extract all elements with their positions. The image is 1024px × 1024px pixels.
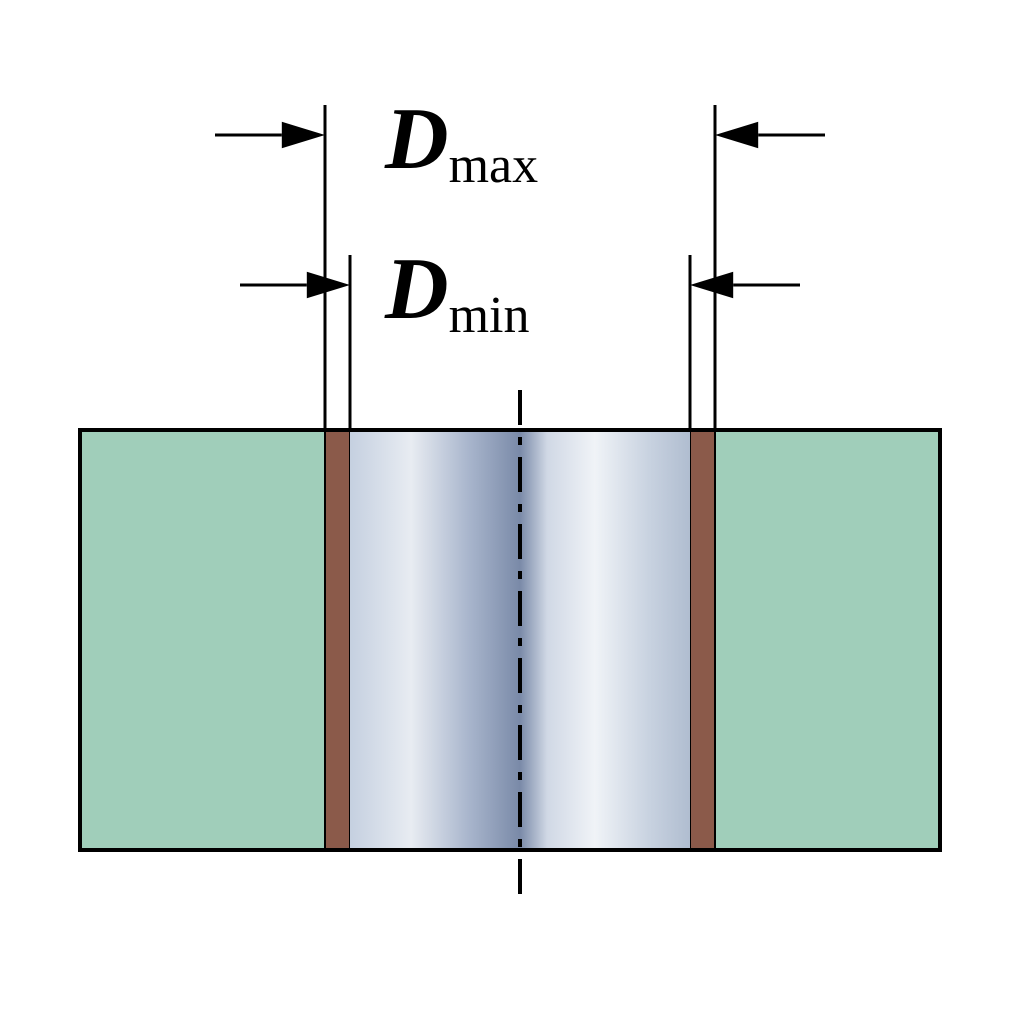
dimension-symbol: D (384, 91, 449, 188)
block-body-right (715, 430, 940, 850)
tolerance-band-left (325, 430, 350, 850)
block-body-left (80, 430, 325, 850)
dimension-dmax: Dmax (215, 91, 825, 428)
tolerance-diagram: Dmax Dmin (0, 0, 1024, 1024)
dimension-label: Dmin (384, 241, 529, 344)
dimension-subscript: max (449, 137, 539, 194)
dimension-symbol: D (384, 241, 449, 338)
tolerance-band-right (690, 430, 715, 850)
dimension-label: Dmax (384, 91, 538, 194)
dimension-subscript: min (449, 287, 530, 344)
